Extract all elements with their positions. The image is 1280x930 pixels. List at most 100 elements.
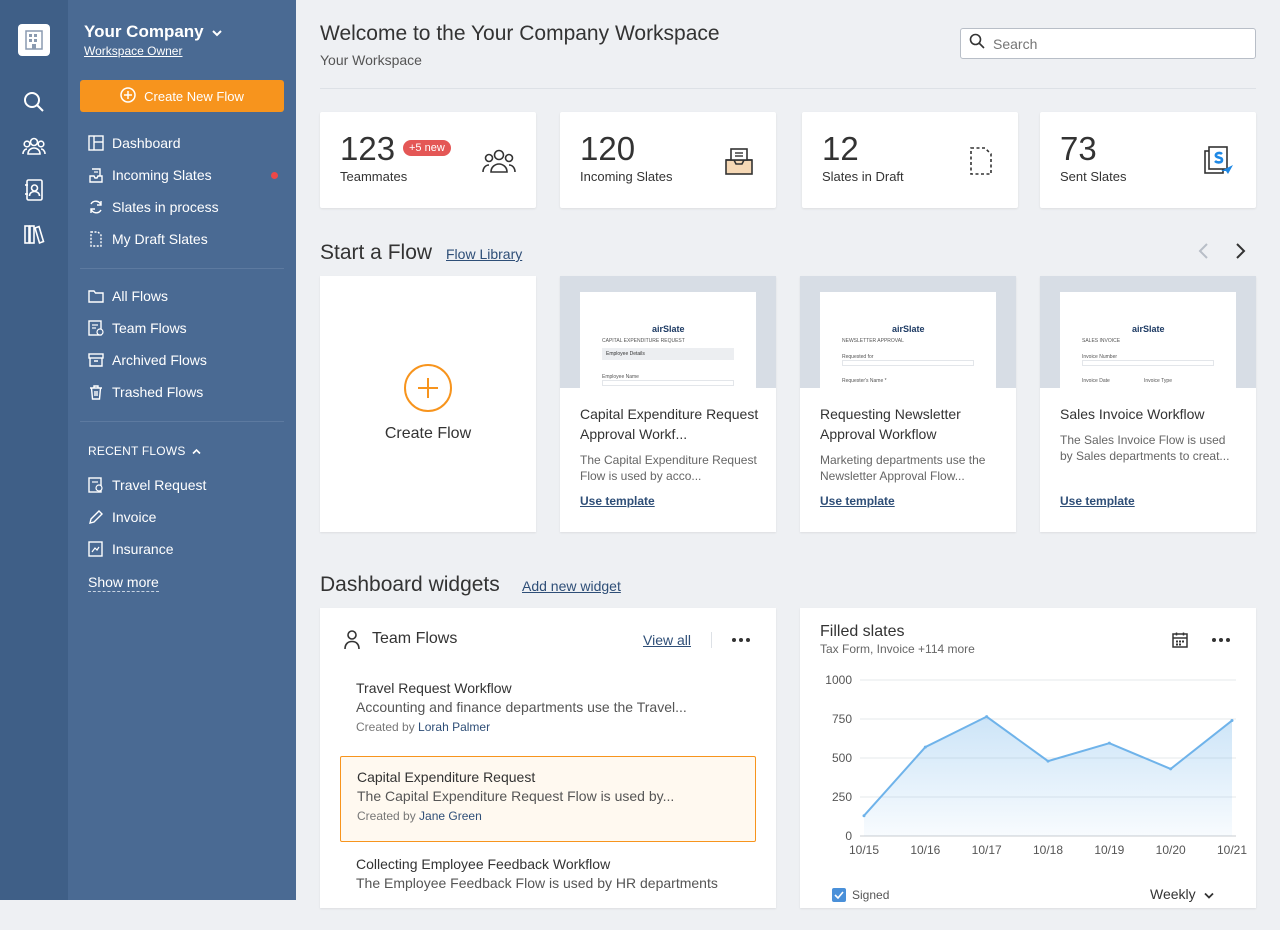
create-new-flow-button[interactable]: Create New Flow xyxy=(80,80,284,112)
sidebar-item-label: Slates in process xyxy=(112,199,219,215)
document-field-label: Invoice Date xyxy=(1082,378,1110,384)
chevron-left-icon[interactable] xyxy=(1196,242,1212,265)
template-description: Marketing departments use the Newsletter… xyxy=(820,453,986,483)
header-divider xyxy=(320,88,1256,89)
company-name: Your Company xyxy=(84,22,204,41)
recent-item-insurance[interactable]: Insurance xyxy=(88,541,278,557)
checkbox-checked-icon[interactable] xyxy=(832,888,846,902)
draft-icon xyxy=(88,231,104,247)
recent-item-label: Insurance xyxy=(112,541,174,557)
sidebar-item-archived-flows[interactable]: Archived Flows xyxy=(88,352,278,368)
sidebar-item-trashed-flows[interactable]: Trashed Flows xyxy=(88,384,278,400)
workspace-role-link[interactable]: Workspace Owner xyxy=(84,44,183,58)
view-all-link[interactable]: View all xyxy=(643,632,691,648)
stat-card-sent-slates[interactable]: 73 Sent Slates xyxy=(1040,112,1256,208)
use-template-link[interactable]: Use template xyxy=(580,494,655,508)
chevron-down-icon xyxy=(211,22,222,42)
create-flow-card[interactable]: Create Flow xyxy=(320,276,536,532)
y-tick-label: 500 xyxy=(832,751,852,765)
x-tick-label: 10/20 xyxy=(1156,843,1186,857)
flow-description: The Capital Expenditure Request Flow is … xyxy=(357,788,675,804)
created-by-label: Created by xyxy=(356,720,415,734)
data-point xyxy=(862,814,866,818)
sidebar-item-incoming-slates[interactable]: Incoming Slates xyxy=(88,167,278,183)
page-subtitle: Your Workspace xyxy=(320,52,422,68)
recent-flows-toggle[interactable]: RECENT FLOWS xyxy=(88,444,201,458)
template-description: The Sales Invoice Flow is used by Sales … xyxy=(1060,433,1230,463)
calendar-icon[interactable] xyxy=(1172,632,1188,653)
document-field-label: Employee Name xyxy=(602,374,639,380)
y-tick-label: 250 xyxy=(832,790,852,804)
creator-name[interactable]: Lorah Palmer xyxy=(418,720,491,734)
flow-description: Accounting and finance departments use t… xyxy=(356,699,687,715)
trash-icon xyxy=(88,384,104,400)
user-icon xyxy=(344,630,360,655)
flow-template-card[interactable]: airSlate NEWSLETTER APPROVAL Requested f… xyxy=(800,276,1016,532)
recent-item-travel-request[interactable]: Travel Request xyxy=(88,477,278,493)
sidebar-item-slates-in-process[interactable]: Slates in process xyxy=(88,199,278,215)
sidebar-item-team-flows[interactable]: Team Flows xyxy=(88,320,278,336)
team-icon xyxy=(482,144,516,178)
sidebar-item-label: Incoming Slates xyxy=(112,167,212,183)
contacts-icon[interactable] xyxy=(22,178,46,202)
plus-circle-icon xyxy=(120,86,136,106)
create-flow-label: Create Flow xyxy=(384,425,472,442)
unread-dot xyxy=(271,172,278,179)
chevron-right-icon[interactable] xyxy=(1232,242,1248,265)
document-field xyxy=(842,360,974,366)
team-icon[interactable] xyxy=(22,134,46,158)
start-flow-heading: Start a Flow xyxy=(320,241,433,264)
team-flow-row[interactable]: Travel Request Workflow Accounting and f… xyxy=(340,668,756,754)
created-by-label: Created by xyxy=(357,809,416,823)
flow-template-card[interactable]: airSlate CAPITAL EXPENDITURE REQUEST Emp… xyxy=(560,276,776,532)
use-template-link[interactable]: Use template xyxy=(820,494,895,508)
recent-item-label: Invoice xyxy=(112,509,157,525)
search-icon[interactable] xyxy=(22,90,46,114)
flow-template-card[interactable]: airSlate SALES INVOICE Invoice Number In… xyxy=(1040,276,1256,532)
stat-card-slates-in-draft[interactable]: 12 Slates in Draft xyxy=(802,112,1018,208)
widget-subtitle: Tax Form, Invoice +114 more xyxy=(820,642,975,656)
series-area xyxy=(864,716,1232,836)
search-input[interactable] xyxy=(993,35,1233,52)
show-more-link[interactable]: Show more xyxy=(88,574,159,592)
sidebar-item-all-flows[interactable]: All Flows xyxy=(88,288,278,304)
sidebar-item-dashboard[interactable]: Dashboard xyxy=(88,135,278,151)
workspace-switcher[interactable]: Your Company xyxy=(84,22,222,42)
stat-label: Incoming Slates xyxy=(580,169,673,184)
more-options-icon[interactable] xyxy=(1212,638,1230,642)
data-point xyxy=(923,745,927,749)
company-logo-icon[interactable] xyxy=(18,24,50,56)
sidebar-item-label: Archived Flows xyxy=(112,352,207,368)
stat-card-teammates[interactable]: 123 +5 new Teammates xyxy=(320,112,536,208)
document-title: SALES INVOICE xyxy=(1082,338,1121,344)
legend-item-signed[interactable]: Signed xyxy=(832,888,889,902)
search-box[interactable] xyxy=(960,28,1256,59)
more-options-icon[interactable] xyxy=(732,638,750,642)
flow-description: The Employee Feedback Flow is used by HR… xyxy=(356,875,718,891)
inbox-icon xyxy=(88,167,104,183)
creator-name[interactable]: Jane Green xyxy=(419,809,482,823)
period-select[interactable]: Weekly xyxy=(1150,886,1214,902)
team-flow-row[interactable]: Collecting Employee Feedback Workflow Th… xyxy=(340,844,756,930)
flow-creator: Created by Jane Green xyxy=(357,809,739,823)
sidebar-divider xyxy=(80,421,284,422)
flow-library-link[interactable]: Flow Library xyxy=(446,246,523,262)
stat-card-incoming-slates[interactable]: 120 Incoming Slates xyxy=(560,112,776,208)
search-icon xyxy=(969,33,985,54)
data-point xyxy=(985,715,989,719)
inbox-icon xyxy=(722,144,756,178)
recent-item-invoice[interactable]: Invoice xyxy=(88,509,278,525)
airslate-logo: airSlate xyxy=(1132,324,1165,334)
y-tick-label: 750 xyxy=(832,712,852,726)
add-widget-link[interactable]: Add new widget xyxy=(522,578,621,594)
flow-title: Collecting Employee Feedback Workflow xyxy=(356,856,611,872)
use-template-link[interactable]: Use template xyxy=(1060,494,1135,508)
library-icon[interactable] xyxy=(22,222,46,246)
pen-icon xyxy=(88,509,104,525)
team-flow-row[interactable]: Capital Expenditure Request The Capital … xyxy=(340,756,756,842)
document-title: NEWSLETTER APPROVAL xyxy=(842,338,904,344)
data-point xyxy=(1046,759,1050,763)
stat-label: Teammates xyxy=(340,169,408,184)
template-document: airSlate SALES INVOICE Invoice Number In… xyxy=(1060,292,1236,388)
sidebar-item-my-draft-slates[interactable]: My Draft Slates xyxy=(88,231,278,247)
